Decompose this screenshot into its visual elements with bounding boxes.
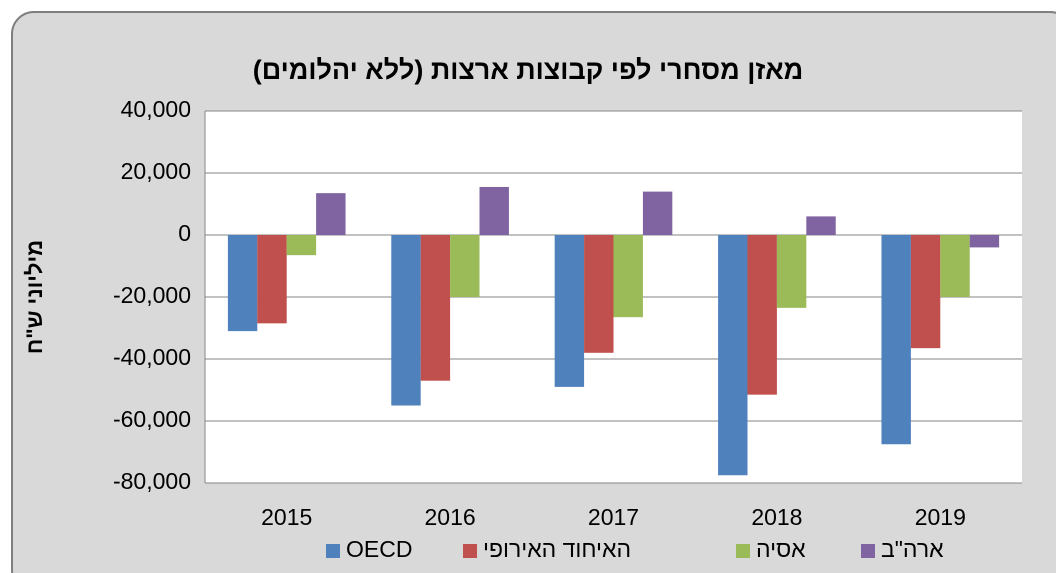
bar [718,235,748,476]
legend-swatch [861,544,875,558]
bar [776,235,807,308]
y-tick-label: -80,000 [113,468,191,494]
legend-label: OECD [346,536,412,562]
legend-label: אסיה [756,536,806,562]
bar [910,235,941,349]
bar [316,193,346,235]
x-tick-label: 2019 [915,504,966,530]
bar [940,235,970,297]
bar [479,186,509,235]
y-tick-label: 40,000 [121,96,191,122]
bar [391,235,421,406]
y-axis-label: מיליוני ש"ח [22,240,47,354]
bar [554,235,585,387]
bar [642,191,673,235]
bar [584,235,614,353]
legend-swatch [736,544,750,558]
legend-swatch [463,544,477,558]
bar [747,235,777,395]
bar [969,235,1000,248]
bar [257,235,287,324]
x-tick-label: 2018 [751,504,802,530]
y-tick-label: -60,000 [113,406,191,432]
legend-label: האיחוד האירופי [483,536,631,562]
x-tick-label: 2016 [425,504,476,530]
x-tick-label: 2015 [261,504,312,530]
bar [227,235,258,332]
bar [806,216,836,235]
bar [420,235,451,381]
legend-swatch [326,544,340,558]
bar [613,235,643,318]
y-tick-label: 20,000 [121,158,191,184]
y-tick-label: -20,000 [113,282,191,308]
chart-title: מאזן מסחרי לפי קבוצות ארצות (ללא יהלומים… [253,55,804,85]
legend-label: ארה"ב [881,536,944,562]
bar [286,235,317,256]
bar [450,235,480,297]
bar [881,235,911,445]
y-tick-label: -40,000 [113,344,191,370]
y-tick-label: 0 [178,220,191,246]
x-tick-label: 2017 [588,504,639,530]
